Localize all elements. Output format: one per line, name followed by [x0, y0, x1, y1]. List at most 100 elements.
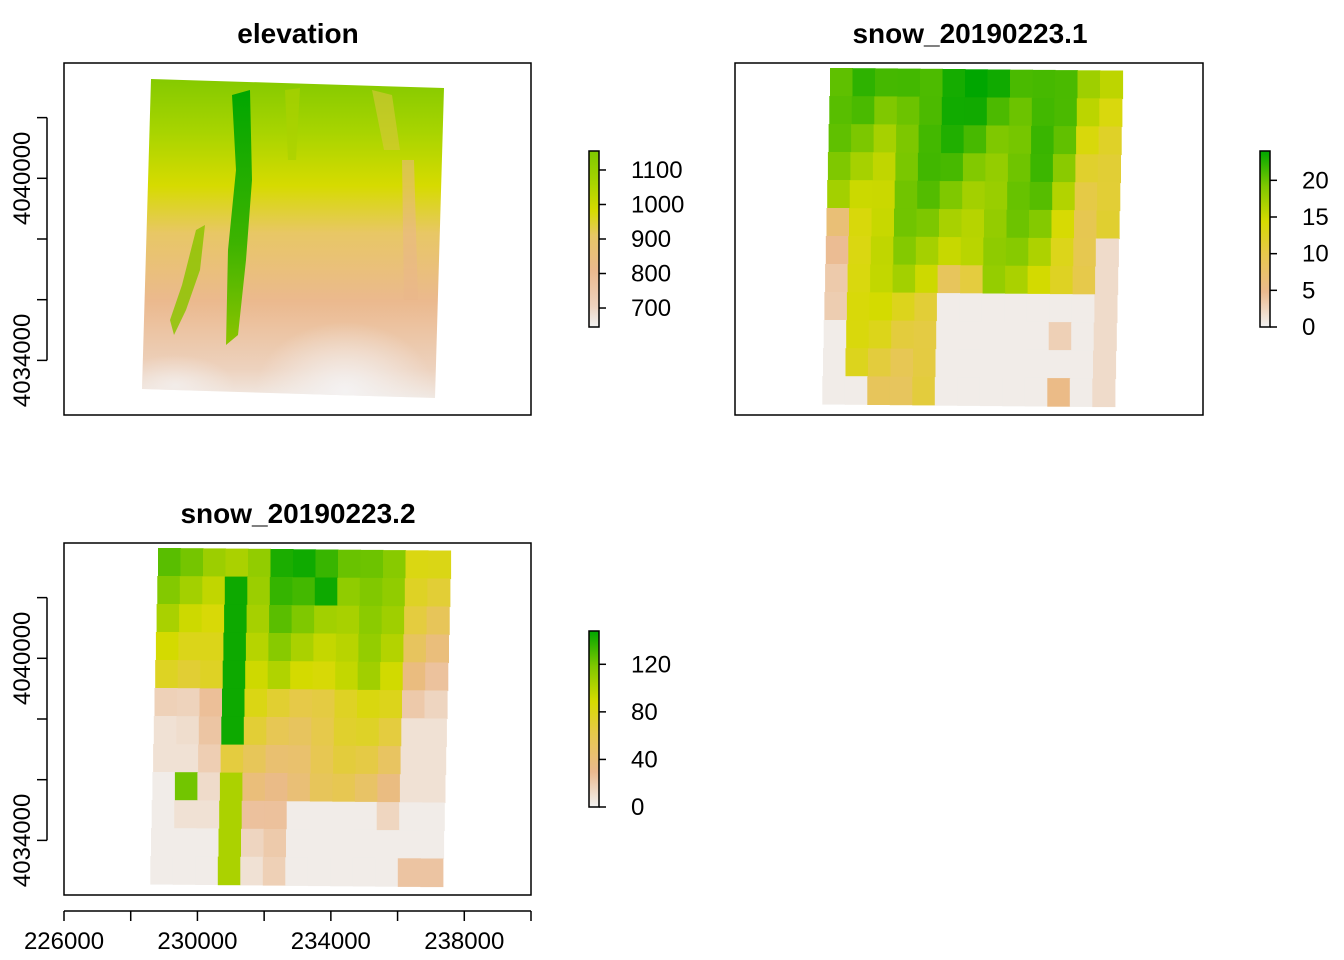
raster-cell [404, 578, 428, 607]
raster-cell [1025, 349, 1049, 379]
raster-cell [354, 801, 378, 831]
legend-tick-label: 20 [1302, 167, 1329, 194]
raster-cell [402, 690, 426, 719]
raster-cell [376, 830, 400, 859]
raster-cell [942, 69, 966, 98]
raster-cell [285, 857, 309, 886]
legend-tick-label: 40 [631, 746, 658, 773]
raster-cell [1007, 153, 1031, 183]
raster-cell [852, 68, 876, 97]
raster-cell [196, 828, 220, 857]
legend-colorbar [588, 150, 600, 328]
raster-cell [937, 265, 961, 294]
raster-cell [986, 97, 1010, 127]
raster-cell [218, 828, 242, 858]
raster-cell [848, 236, 872, 265]
raster-cell [935, 349, 959, 378]
raster-cell [264, 773, 288, 802]
raster-cell [402, 662, 426, 691]
raster-cell [243, 744, 267, 774]
y-axis-elevation: 4034000 4040000 [9, 116, 48, 407]
raster-cell [875, 68, 899, 97]
raster-cell [378, 746, 402, 775]
raster-cell [940, 153, 964, 182]
raster-cell [896, 96, 920, 126]
raster-cell [1098, 126, 1122, 156]
x-tick-label: 230000 [157, 928, 237, 955]
raster-cell [403, 634, 427, 663]
raster-cell [198, 744, 222, 773]
raster-cell [314, 577, 338, 607]
raster-cell [354, 773, 378, 803]
raster-cell [1005, 237, 1029, 267]
raster-cell [1055, 70, 1079, 99]
raster-cell [1093, 350, 1117, 380]
raster-cell [891, 292, 915, 322]
panel-title-elevation: elevation [237, 18, 358, 49]
raster-cell [309, 801, 333, 831]
raster-cell [1051, 210, 1075, 239]
raster-cell [1071, 322, 1095, 351]
raster-cell [404, 606, 428, 635]
raster-cell [868, 320, 892, 349]
raster-cell [941, 125, 965, 154]
raster-cell [1095, 238, 1119, 268]
raster-cell [914, 292, 938, 322]
raster-cell [1029, 181, 1053, 211]
raster-cell [217, 856, 241, 886]
raster-cell [1050, 238, 1074, 267]
raster-cell [872, 180, 896, 209]
raster-cell [200, 632, 224, 661]
raster-cell [399, 774, 423, 803]
raster-cell [290, 633, 314, 662]
raster-cell [225, 548, 249, 578]
raster-cell [332, 773, 356, 803]
raster-cell [223, 632, 247, 662]
plot-frame-snow1 [734, 62, 1204, 416]
raster-cell [428, 550, 452, 580]
raster-cell [824, 292, 848, 321]
raster-cell [894, 180, 918, 210]
x-tick-label: 234000 [291, 928, 371, 955]
raster-cell [243, 716, 267, 746]
raster-cell [934, 377, 958, 406]
raster-cell [1076, 98, 1100, 127]
raster-cell [939, 209, 963, 238]
raster-cell [1094, 294, 1118, 324]
raster-cell [1074, 182, 1098, 211]
raster-cell [178, 632, 202, 661]
raster-cell [889, 376, 913, 406]
raster-cell [874, 96, 898, 125]
raster-cell [247, 576, 271, 606]
raster-cell [333, 745, 357, 775]
raster-cell [331, 801, 355, 831]
raster-cell [240, 856, 264, 886]
raster-cell [288, 745, 312, 774]
raster-cell [981, 321, 1005, 351]
raster-cell [894, 208, 918, 238]
legend-tick-label: 700 [631, 295, 671, 322]
raster-cell [892, 264, 916, 294]
raster-cell [336, 605, 360, 635]
raster-cell [1003, 321, 1027, 351]
raster-cell [845, 348, 869, 377]
raster-cell [353, 829, 377, 859]
x-tick-label: 226000 [24, 928, 104, 955]
raster-cell [897, 68, 921, 98]
raster-cell [156, 604, 180, 633]
raster-cell [201, 604, 225, 633]
raster-cell [427, 578, 451, 608]
raster-cell [424, 690, 448, 720]
raster-cell [197, 772, 221, 801]
raster-cell [245, 632, 269, 662]
raster-cell [987, 69, 1011, 99]
raster-cell [242, 772, 266, 802]
raster-cell [851, 124, 875, 153]
raster-cell [331, 829, 355, 859]
raster-cell [405, 550, 429, 579]
raster-cell [199, 688, 223, 717]
raster-cell [917, 180, 941, 210]
raster-cell [359, 605, 383, 635]
raster-cell [849, 208, 873, 237]
